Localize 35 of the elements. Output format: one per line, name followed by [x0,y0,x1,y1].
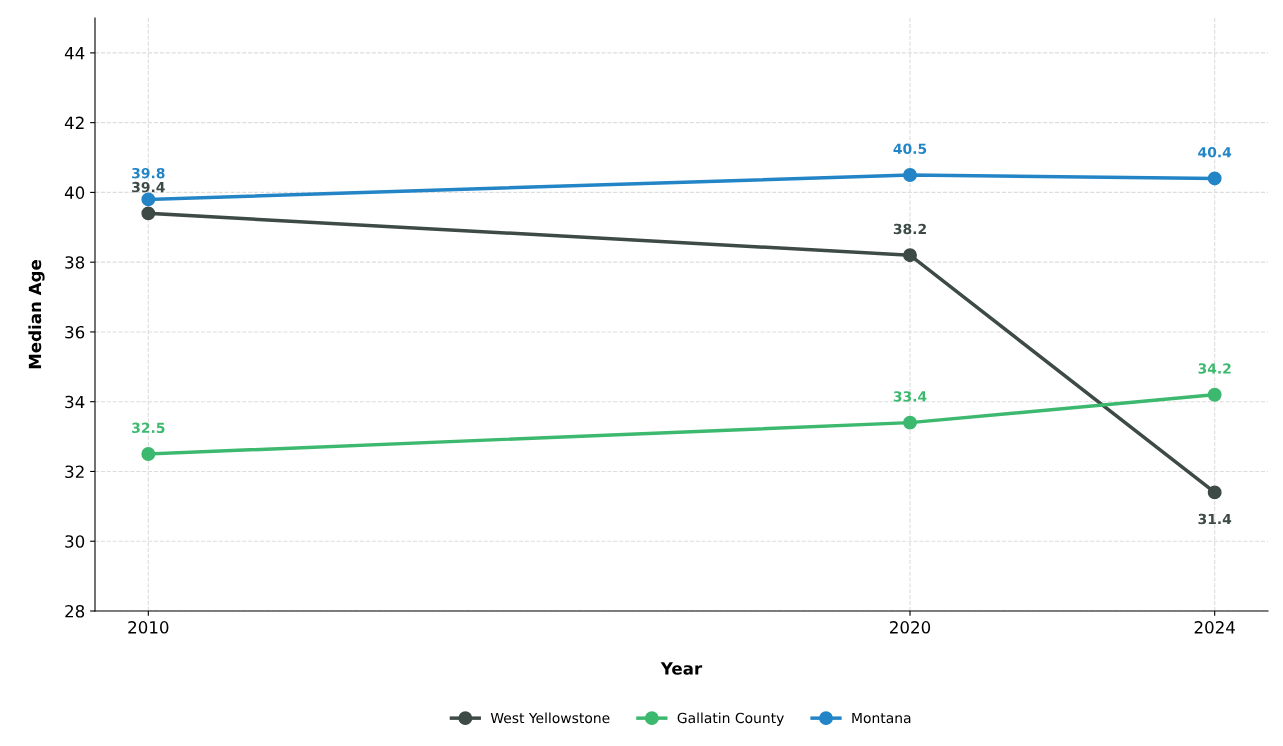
point [141,447,156,461]
y-tick-label: 38 [65,256,85,269]
y-tick-label: 40 [64,186,85,199]
point [903,415,917,430]
legend-label: Gallatin County [677,712,784,726]
y-axis-title: Median Age [28,260,45,369]
data-label: 39.4 [132,181,165,193]
data-label: 40.4 [1198,146,1232,158]
data-label: 38.2 [893,223,926,235]
point [141,206,156,221]
y-tick-label: 34 [65,395,85,409]
point [903,248,917,263]
y-tick-label: 32 [65,465,84,479]
y-tick-label: 44 [64,47,85,60]
data-label: 39.8 [132,167,165,179]
x-tick-label: 2020 [890,621,931,634]
legend-label: West Yellowstone [490,712,610,724]
y-tick-label: 28 [65,604,85,618]
y-tick-label: 30 [65,535,85,548]
point [1207,485,1222,500]
x-tick-label: 2010 [128,621,169,634]
point [1207,171,1222,186]
point [903,168,917,182]
legend-label: Montana [852,712,911,724]
data-label: 32.5 [132,422,165,434]
data-label: 33.4 [893,391,927,402]
data-label: 40.5 [893,143,927,154]
point [1207,387,1222,402]
data-label: 34.2 [1198,363,1231,374]
x-tick-label: 2024 [1194,621,1235,634]
data-label: 31.4 [1198,513,1232,525]
y-tick-label: 36 [65,325,85,339]
y-tick-label: 42 [64,116,84,129]
point [141,192,156,207]
x-axis-title: Year [660,662,703,675]
